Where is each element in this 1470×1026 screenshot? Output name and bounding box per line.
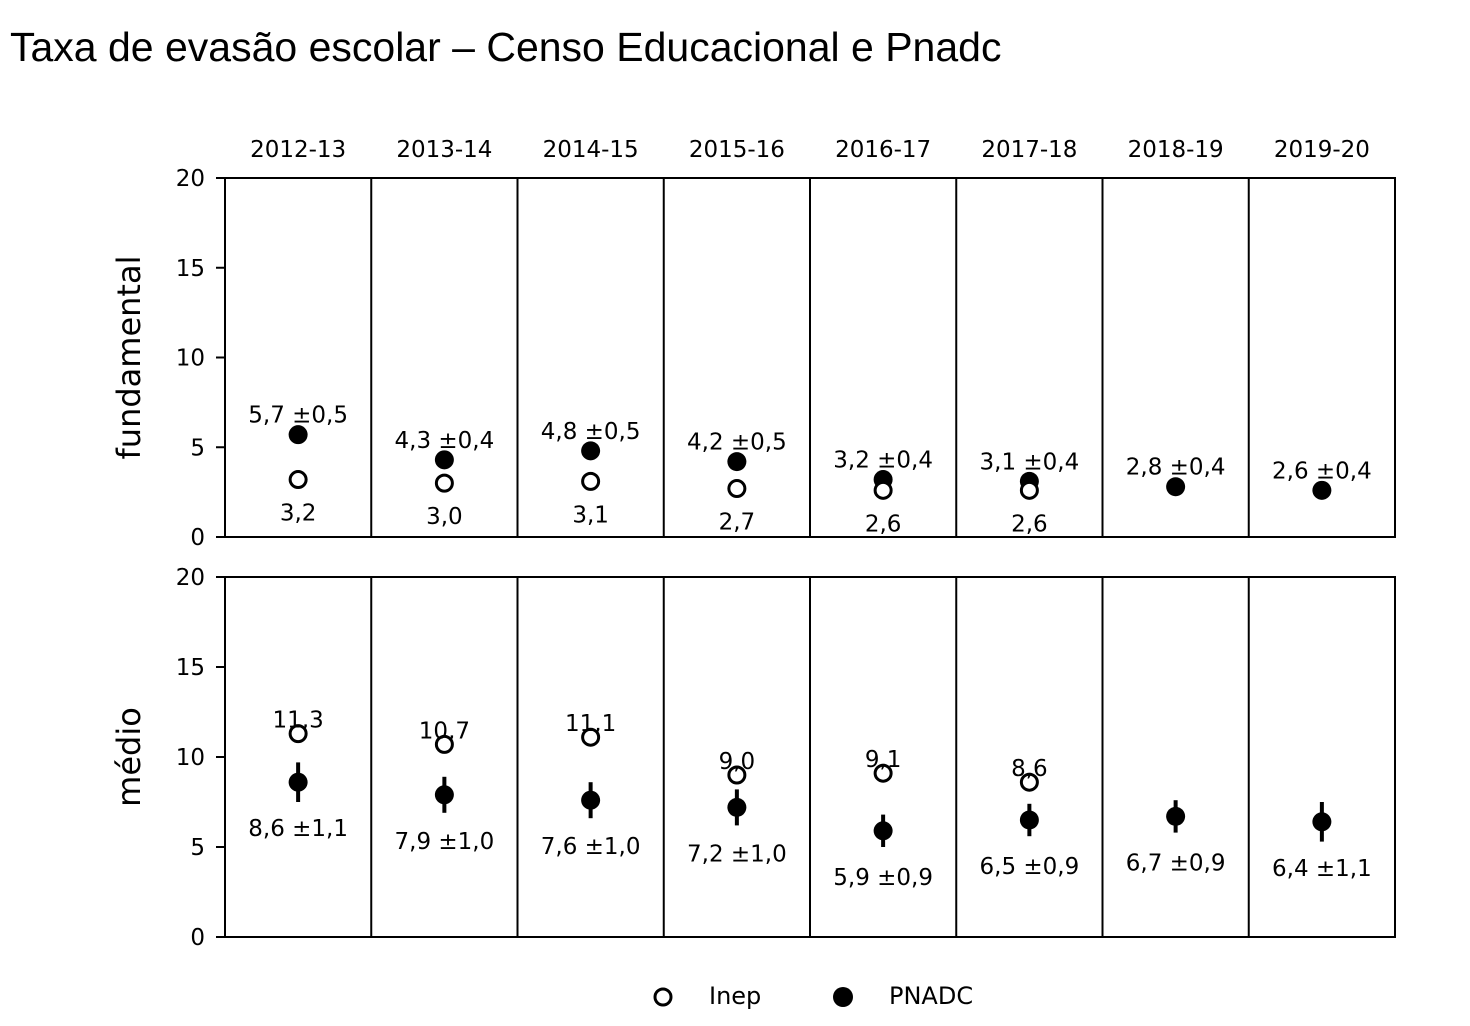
pnadc-data-label: 5,7 ±0,5 xyxy=(248,403,348,429)
pnadc-point xyxy=(873,821,893,841)
inep-data-label: 8,6 xyxy=(1011,756,1048,782)
inep-point xyxy=(727,479,747,499)
inep-data-label: 9,0 xyxy=(719,749,756,775)
inep-data-label: 11,3 xyxy=(273,708,324,734)
pnadc-data-label: 6,5 ±0,9 xyxy=(980,854,1080,880)
pnadc-data-label: 4,8 ±0,5 xyxy=(541,419,641,445)
inep-data-label: 3,2 xyxy=(280,501,317,527)
pnadc-point xyxy=(1166,806,1186,826)
category-label: 2012-13 xyxy=(250,137,346,163)
pnadc-point xyxy=(1166,477,1186,497)
inep-data-label: 3,0 xyxy=(426,504,463,530)
inep-point xyxy=(434,734,454,754)
inep-data-label: 10,7 xyxy=(419,718,470,744)
pnadc-point xyxy=(727,797,747,817)
category-label: 2018-19 xyxy=(1128,137,1224,163)
pnadc-point xyxy=(434,785,454,805)
pnadc-data-label: 6,7 ±0,9 xyxy=(1126,850,1226,876)
y-tick-label: 5 xyxy=(190,835,205,861)
pnadc-point xyxy=(581,790,601,810)
category-label: 2015-16 xyxy=(689,137,785,163)
pnadc-data-label: 8,6 ±1,1 xyxy=(248,816,348,842)
y-tick-label: 0 xyxy=(190,925,205,951)
inep-data-label: 11,1 xyxy=(565,711,616,737)
category-label: 2016-17 xyxy=(835,137,931,163)
inep-data-label: 9,1 xyxy=(865,747,902,773)
inep-data-label: 2,6 xyxy=(1011,511,1048,537)
pnadc-data-label: 2,8 ±0,4 xyxy=(1126,455,1226,481)
y-tick-label: 20 xyxy=(176,565,205,591)
pnadc-point xyxy=(581,441,601,461)
inep-point xyxy=(434,473,454,493)
pnadc-data-label: 4,3 ±0,4 xyxy=(395,428,495,454)
inep-point xyxy=(288,724,308,744)
pnadc-point xyxy=(1312,812,1332,832)
y-tick-label: 10 xyxy=(176,745,205,771)
inep-data-label: 2,6 xyxy=(865,511,902,537)
inep-point xyxy=(581,471,601,491)
pnadc-data-label: 7,6 ±1,0 xyxy=(541,834,641,860)
y-tick-label: 0 xyxy=(190,525,205,551)
y-tick-label: 20 xyxy=(176,166,205,192)
inep-data-label: 3,1 xyxy=(572,502,609,528)
category-label: 2013-14 xyxy=(396,137,492,163)
pnadc-point xyxy=(1019,810,1039,830)
pnadc-point xyxy=(288,425,308,445)
pnadc-data-label: 3,2 ±0,4 xyxy=(833,448,933,474)
y-axis-label: fundamental xyxy=(110,256,148,460)
pnadc-data-label: 6,4 ±1,1 xyxy=(1272,856,1372,882)
inep-point xyxy=(581,727,601,747)
pnadc-point xyxy=(434,450,454,470)
inep-point xyxy=(1019,772,1039,792)
pnadc-data-label: 3,1 ±0,4 xyxy=(980,449,1080,475)
y-tick-label: 15 xyxy=(176,655,205,681)
pnadc-data-label: 5,9 ±0,9 xyxy=(833,865,933,891)
inep-point xyxy=(727,765,747,785)
pnadc-data-label: 2,6 ±0,4 xyxy=(1272,458,1372,484)
category-label: 2019-20 xyxy=(1274,137,1370,163)
category-label: 2017-18 xyxy=(981,137,1077,163)
y-axis-label: médio xyxy=(110,707,148,807)
pnadc-data-label: 7,9 ±1,0 xyxy=(395,829,495,855)
inep-point xyxy=(873,480,893,500)
y-tick-label: 10 xyxy=(176,346,205,372)
pnadc-point xyxy=(288,772,308,792)
inep-data-label: 2,7 xyxy=(719,510,756,536)
category-label: 2014-15 xyxy=(543,137,639,163)
legend-inep-label: Inep xyxy=(709,982,761,1010)
legend-pnadc-label: PNADC xyxy=(889,982,973,1010)
pnadc-data-label: 7,2 ±1,0 xyxy=(687,841,787,867)
page-title: Taxa de evasão escolar – Censo Educacion… xyxy=(10,24,1002,70)
legend-inep-marker xyxy=(653,987,673,1007)
y-tick-label: 15 xyxy=(176,256,205,282)
pnadc-point xyxy=(727,452,747,472)
pnadc-point xyxy=(1312,480,1332,500)
pnadc-data-label: 4,2 ±0,5 xyxy=(687,430,787,456)
y-tick-label: 5 xyxy=(190,435,205,461)
legend-pnadc-marker xyxy=(833,987,853,1007)
inep-point xyxy=(288,470,308,490)
inep-point xyxy=(1019,480,1039,500)
inep-point xyxy=(873,763,893,783)
